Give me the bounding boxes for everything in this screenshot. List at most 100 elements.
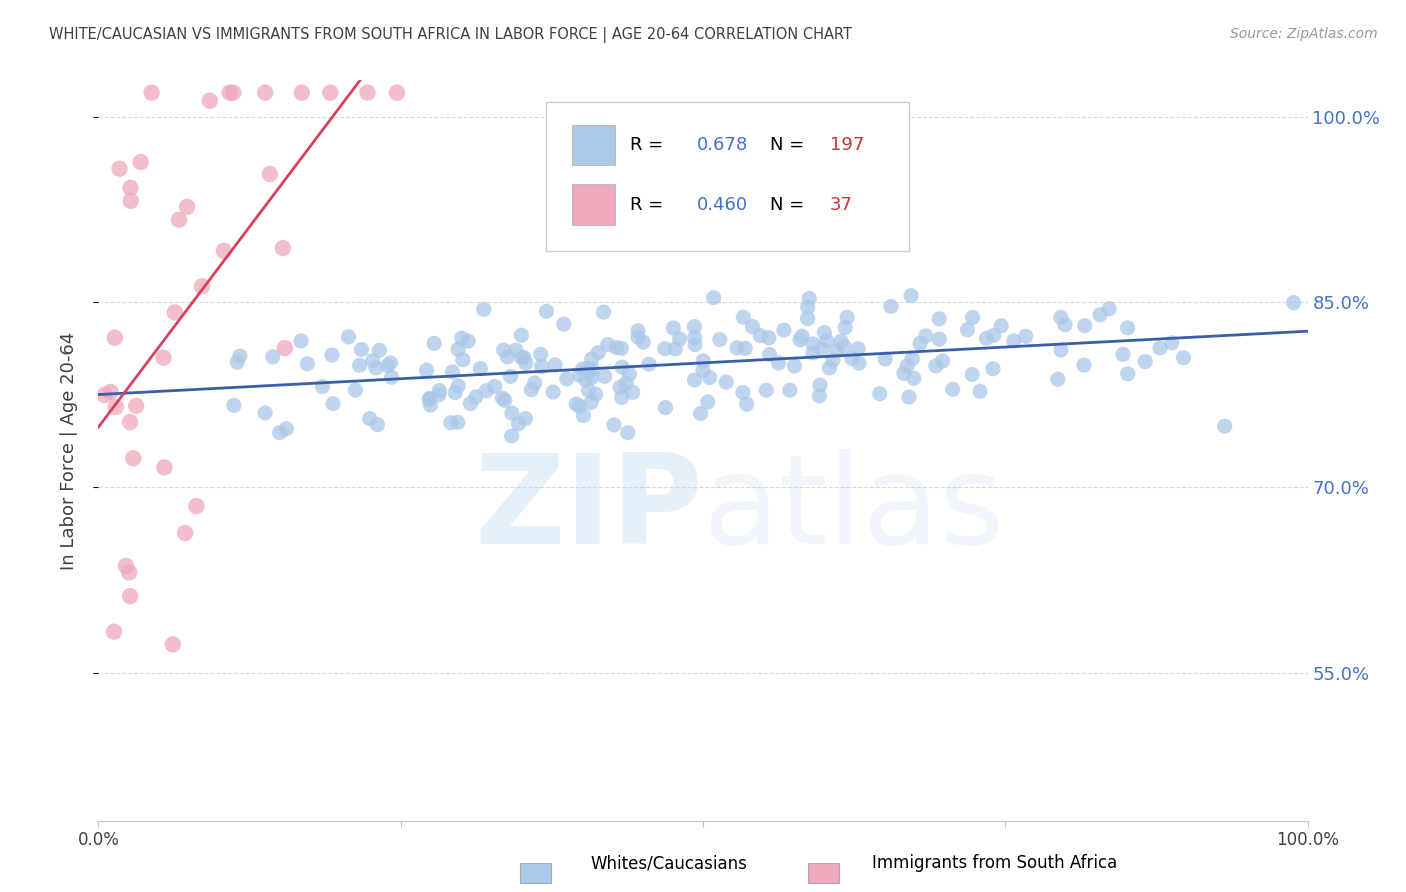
Point [368, 343, 391, 358]
Point [104, 400, 127, 414]
Point [385, 86, 408, 100]
Point [896, 359, 918, 373]
Point [633, 335, 655, 350]
Point [815, 334, 838, 348]
Text: N =: N = [769, 195, 810, 214]
Point [496, 350, 519, 364]
Point [1073, 358, 1095, 372]
Point [586, 345, 609, 359]
Point [226, 355, 249, 369]
Point [520, 383, 543, 397]
Point [120, 589, 142, 603]
Y-axis label: In Labor Force | Age 20-64: In Labor Force | Age 20-64 [59, 331, 77, 570]
Text: 197: 197 [830, 136, 865, 154]
Point [523, 376, 546, 390]
Point [825, 343, 848, 358]
Point [576, 361, 599, 376]
Point [222, 86, 245, 100]
Point [983, 328, 1005, 343]
Text: 37: 37 [830, 195, 853, 214]
Text: Immigrants from South Africa: Immigrants from South Africa [872, 855, 1116, 872]
Point [271, 241, 294, 255]
Point [1053, 318, 1076, 332]
Point [356, 86, 378, 100]
Point [359, 411, 381, 425]
Point [380, 356, 402, 370]
Point [167, 212, 190, 227]
Point [291, 86, 314, 100]
Text: N =: N = [769, 136, 810, 154]
Point [120, 194, 142, 208]
Point [377, 359, 399, 373]
Point [990, 318, 1012, 333]
Point [259, 167, 281, 181]
Point [290, 334, 312, 348]
Point [755, 383, 778, 397]
Point [440, 416, 463, 430]
Point [585, 387, 607, 401]
Point [654, 401, 676, 415]
Point [610, 342, 633, 356]
Point [689, 407, 711, 421]
Point [515, 356, 537, 370]
Point [104, 331, 127, 345]
Point [176, 200, 198, 214]
Point [1050, 343, 1073, 357]
Point [419, 398, 441, 412]
Text: Whites/Caucasians: Whites/Caucasians [591, 855, 748, 872]
Point [821, 353, 844, 368]
Point [683, 337, 706, 351]
Point [1049, 310, 1071, 325]
Point [141, 86, 163, 100]
Point [914, 329, 936, 343]
Point [627, 330, 650, 344]
Point [262, 350, 284, 364]
Point [568, 368, 591, 382]
Point [450, 331, 472, 345]
Point [364, 360, 387, 375]
Point [735, 397, 758, 411]
Point [536, 304, 558, 318]
Text: atlas: atlas [703, 450, 1005, 570]
Point [568, 399, 591, 413]
Point [808, 378, 831, 392]
Text: ZIP: ZIP [474, 450, 703, 570]
Point [696, 395, 718, 409]
Point [218, 86, 240, 100]
Point [617, 425, 640, 440]
Point [321, 348, 343, 362]
Point [163, 305, 186, 319]
Point [153, 460, 176, 475]
Point [447, 343, 470, 357]
Point [981, 361, 1004, 376]
Point [893, 367, 915, 381]
Point [683, 330, 706, 344]
Point [928, 332, 950, 346]
Text: WHITE/CAUCASIAN VS IMMIGRANTS FROM SOUTH AFRICA IN LABOR FORCE | AGE 20-64 CORRE: WHITE/CAUCASIAN VS IMMIGRANTS FROM SOUTH… [49, 27, 852, 43]
Point [125, 399, 148, 413]
Point [541, 385, 564, 400]
Point [93, 388, 115, 402]
Point [796, 311, 818, 326]
Point [783, 359, 806, 373]
Point [741, 319, 763, 334]
Point [381, 370, 404, 384]
Text: Source: ZipAtlas.com: Source: ZipAtlas.com [1230, 27, 1378, 41]
Point [692, 363, 714, 377]
Point [222, 398, 245, 412]
Point [627, 324, 650, 338]
Point [120, 415, 142, 429]
Text: 0.678: 0.678 [697, 136, 748, 154]
Point [837, 310, 859, 325]
Point [174, 526, 197, 541]
Text: 0.460: 0.460 [697, 195, 748, 214]
Point [515, 411, 537, 425]
FancyBboxPatch shape [572, 184, 614, 225]
Point [605, 341, 627, 355]
Point [254, 406, 277, 420]
Point [1098, 301, 1121, 316]
Point [505, 343, 527, 357]
Point [614, 376, 637, 391]
Point [900, 289, 922, 303]
Point [1213, 419, 1236, 434]
